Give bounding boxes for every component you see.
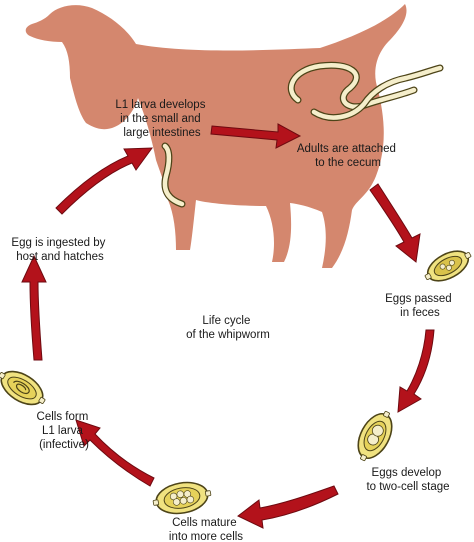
- egg-two-cell: [357, 410, 393, 462]
- dog-body: [25, 4, 407, 268]
- cycle-arrows: [21, 123, 435, 529]
- larva-fill: [162, 143, 185, 207]
- center-title: Life cycle of the whipworm: [186, 315, 270, 341]
- arrow-ingested-to-larva: [55, 147, 154, 215]
- egg-plug: [464, 252, 472, 259]
- egg-cell: [176, 490, 185, 498]
- l1-larva-worm: [161, 142, 186, 208]
- dog-silhouette: [25, 4, 407, 268]
- label-egg-ingested: Egg is ingested by host and hatches: [11, 237, 108, 263]
- arrow-l1-to-ingested: [21, 254, 47, 361]
- arrow-larva-to-adults: [210, 123, 302, 149]
- label-adults-attached: Adults are attached to the cecum: [297, 143, 399, 169]
- egg-plug: [38, 396, 46, 404]
- arrow-twocell-to-morecells: [237, 485, 339, 529]
- egg-cell: [186, 495, 195, 504]
- egg-plug: [383, 410, 390, 418]
- egg-cell: [446, 264, 452, 271]
- arrow-morecells-to-l1: [75, 419, 155, 487]
- egg-plug: [152, 499, 160, 506]
- label-two-cell: Eggs develop to two-cell stage: [366, 467, 449, 493]
- egg-cell: [449, 259, 455, 266]
- egg-cell: [371, 424, 384, 437]
- egg-plug: [424, 273, 432, 280]
- arrow-eggs-to-twocell: [397, 329, 435, 413]
- egg-plug: [360, 454, 367, 462]
- egg-cell: [439, 263, 446, 270]
- arrow-adults-to-eggs: [369, 183, 421, 263]
- adult-whipworms: [287, 61, 444, 122]
- label-larva-develops: L1 larva develops in the small and large…: [115, 99, 208, 139]
- egg-l1-larva: [0, 370, 46, 406]
- label-l1-infective: Cells form L1 larva (infective): [37, 411, 92, 451]
- egg-eggs-passed: [424, 250, 472, 282]
- adult-worm-one-fill: [289, 62, 417, 110]
- adult-worm-two-fill: [311, 65, 443, 120]
- egg-plug: [204, 490, 212, 497]
- label-eggs-passed: Eggs passed in feces: [385, 293, 455, 319]
- egg-plug: [0, 372, 6, 380]
- egg-more-cells: [152, 481, 212, 515]
- egg-inner: [7, 376, 37, 400]
- label-more-cells: Cells mature into more cells: [169, 517, 243, 542]
- coiled-larva: [13, 380, 30, 395]
